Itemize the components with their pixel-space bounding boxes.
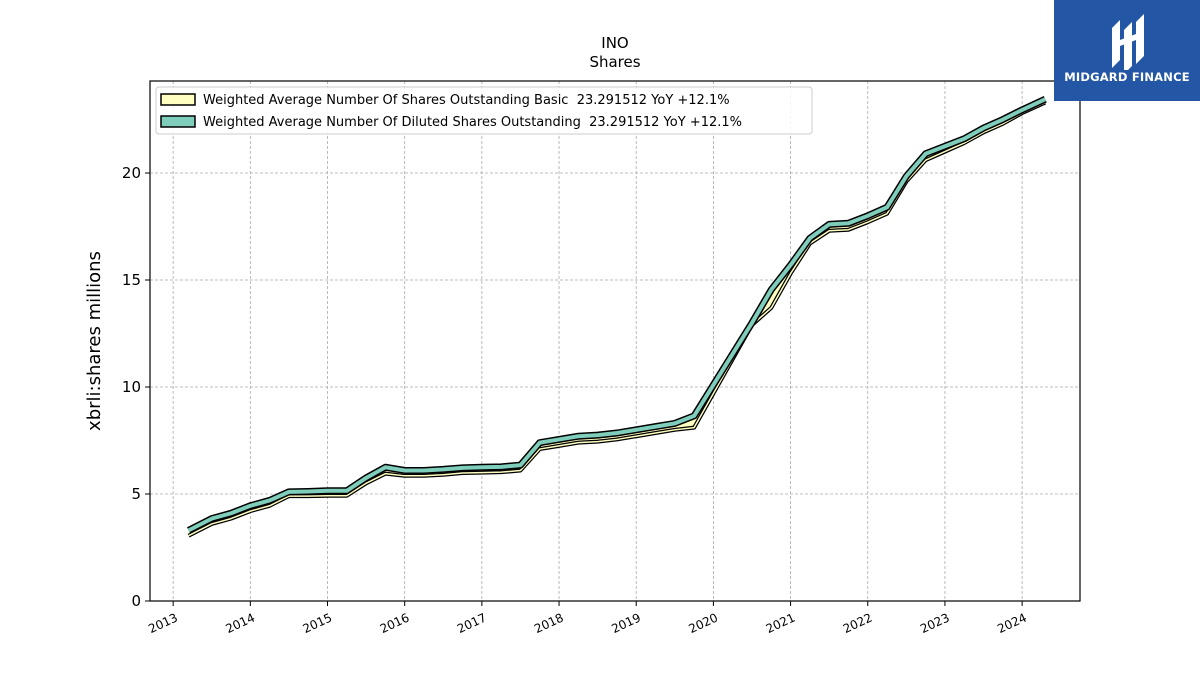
- x-tick-label: 2019: [609, 610, 643, 636]
- series-line-layer: [187, 96, 1047, 538]
- x-tick-label: 2017: [455, 610, 489, 636]
- y-tick-label: 20: [122, 164, 141, 182]
- x-tick-label: 2023: [918, 610, 952, 636]
- y-tick-label: 0: [131, 592, 141, 610]
- x-tick-label: 2014: [223, 610, 257, 636]
- x-tick-label: 2020: [687, 610, 721, 636]
- x-tick-label: 2018: [532, 610, 566, 636]
- x-tick-label: 2022: [841, 610, 875, 636]
- legend: Weighted Average Number Of Shares Outsta…: [155, 86, 813, 135]
- y-axis: 0 5 10 15 20: [122, 164, 150, 610]
- series-line-1: [187, 97, 1047, 533]
- legend-swatch-diluted: [160, 115, 196, 128]
- x-axis: 2013 2014 2015 2016 2017 2018 2019 2020 2021 2022…: [146, 601, 1029, 636]
- x-tick-label: 2024: [995, 610, 1029, 636]
- legend-swatch-basic: [160, 93, 196, 106]
- brand-name: MIDGARD FINANCE: [1064, 70, 1190, 84]
- legend-label-diluted: Weighted Average Number Of Diluted Share…: [203, 115, 742, 130]
- brand-emblem-icon: [1112, 14, 1144, 70]
- chart-title: INO: [601, 34, 628, 52]
- grid: [150, 81, 1080, 602]
- x-tick-label: 2021: [764, 610, 798, 636]
- x-tick-label: 2015: [301, 610, 335, 636]
- y-tick-label: 5: [131, 485, 141, 503]
- legend-label-basic: Weighted Average Number Of Shares Outsta…: [203, 93, 730, 108]
- legend-box: [155, 86, 813, 135]
- y-tick-label: 15: [122, 271, 141, 289]
- x-tick-label: 2016: [378, 610, 412, 636]
- y-axis-label: xbrli:shares millions: [84, 251, 105, 431]
- plot-frame: [149, 80, 1081, 602]
- x-tick-label: 2013: [146, 610, 180, 636]
- y-tick-label: 10: [122, 378, 141, 396]
- chart-subtitle: Shares: [589, 53, 640, 71]
- brand-logo: MIDGARD FINANCE: [1054, 0, 1200, 101]
